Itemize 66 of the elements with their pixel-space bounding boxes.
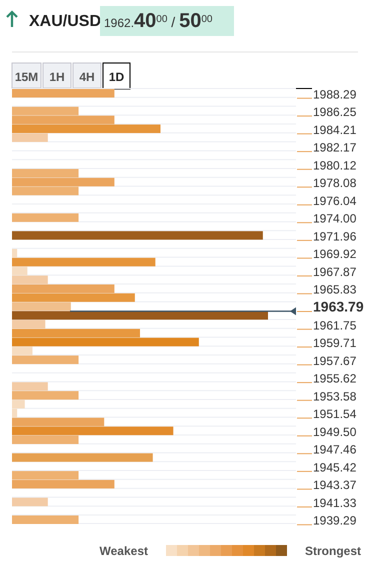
bar: [12, 284, 114, 293]
y-tick-label: 1980.12: [313, 158, 357, 172]
bar: [12, 258, 156, 266]
y-tick-label: 1941.33: [313, 496, 357, 510]
bar: [12, 471, 79, 480]
y-tick-label: 1949.50: [313, 424, 357, 439]
bar: [12, 515, 79, 524]
bar: [12, 328, 140, 338]
y-tick-label: 1943.37: [313, 478, 357, 492]
bar: [12, 302, 71, 311]
bar: [12, 116, 114, 124]
tab-button: 15M: [12, 62, 42, 88]
y-tick-label: 1959.71: [313, 336, 357, 350]
tab-button: 4H: [72, 62, 102, 88]
y-tick-label: 1957.67: [313, 354, 357, 368]
chart-title: XAU/USD: [29, 13, 102, 30]
text: Strongest: [305, 544, 362, 558]
bar: [12, 320, 46, 329]
bar: [12, 338, 199, 346]
bar: [12, 346, 32, 356]
bar: [12, 498, 48, 506]
bar: [12, 311, 268, 320]
bar: [12, 124, 160, 134]
y-tick-label: 1988.29: [313, 87, 357, 102]
bar: [12, 436, 79, 444]
y-tick-label: 1971.96: [313, 229, 357, 244]
bar: [12, 382, 48, 391]
y-tick-label: 1974.00: [313, 212, 357, 226]
bar: [12, 89, 114, 98]
bar: [12, 276, 48, 284]
y-tick-label: 1976.04: [313, 194, 357, 208]
bar: [12, 418, 104, 426]
bar: [12, 133, 48, 142]
bar: [12, 426, 174, 436]
y-tick-label: 1963.79: [313, 298, 364, 314]
y-tick-label: 1984.21: [313, 122, 357, 137]
bar: [12, 213, 79, 222]
tab-button: 1H: [42, 62, 72, 88]
text: Weakest: [100, 544, 148, 558]
bar: [12, 248, 18, 258]
y-tick-label: 1986.25: [313, 105, 357, 120]
bar: [12, 231, 263, 240]
bar: [12, 293, 135, 302]
bar: [12, 266, 28, 276]
y-tick-label: 1955.62: [313, 372, 357, 386]
y-tick-label: 1982.17: [313, 140, 357, 155]
y-tick-label: 1965.83: [313, 282, 357, 297]
y-tick-label: 1953.58: [313, 389, 357, 404]
bar: [12, 186, 79, 196]
y-tick-label: 1939.29: [313, 514, 357, 528]
chart-subtitle: 1962.40$^{00}$ / 50$^{00}$: [104, 10, 213, 32]
y-tick-label: 1967.87: [313, 264, 357, 279]
bar: [12, 356, 79, 364]
bar: [12, 391, 79, 400]
bar: [12, 106, 79, 116]
y-tick-label: 1947.46: [313, 442, 357, 457]
y-tick-label: 1969.92: [313, 247, 357, 262]
bar: [12, 178, 114, 186]
bar: [12, 168, 79, 178]
y-tick-label: 1945.42: [313, 460, 357, 474]
y-tick-label: 1961.75: [313, 318, 357, 332]
bar: [12, 453, 153, 462]
y-tick-label: 1978.08: [313, 176, 357, 190]
y-tick-label: 1951.54: [313, 407, 357, 422]
tab-button: 1D: [102, 62, 130, 90]
bar: [12, 480, 114, 488]
